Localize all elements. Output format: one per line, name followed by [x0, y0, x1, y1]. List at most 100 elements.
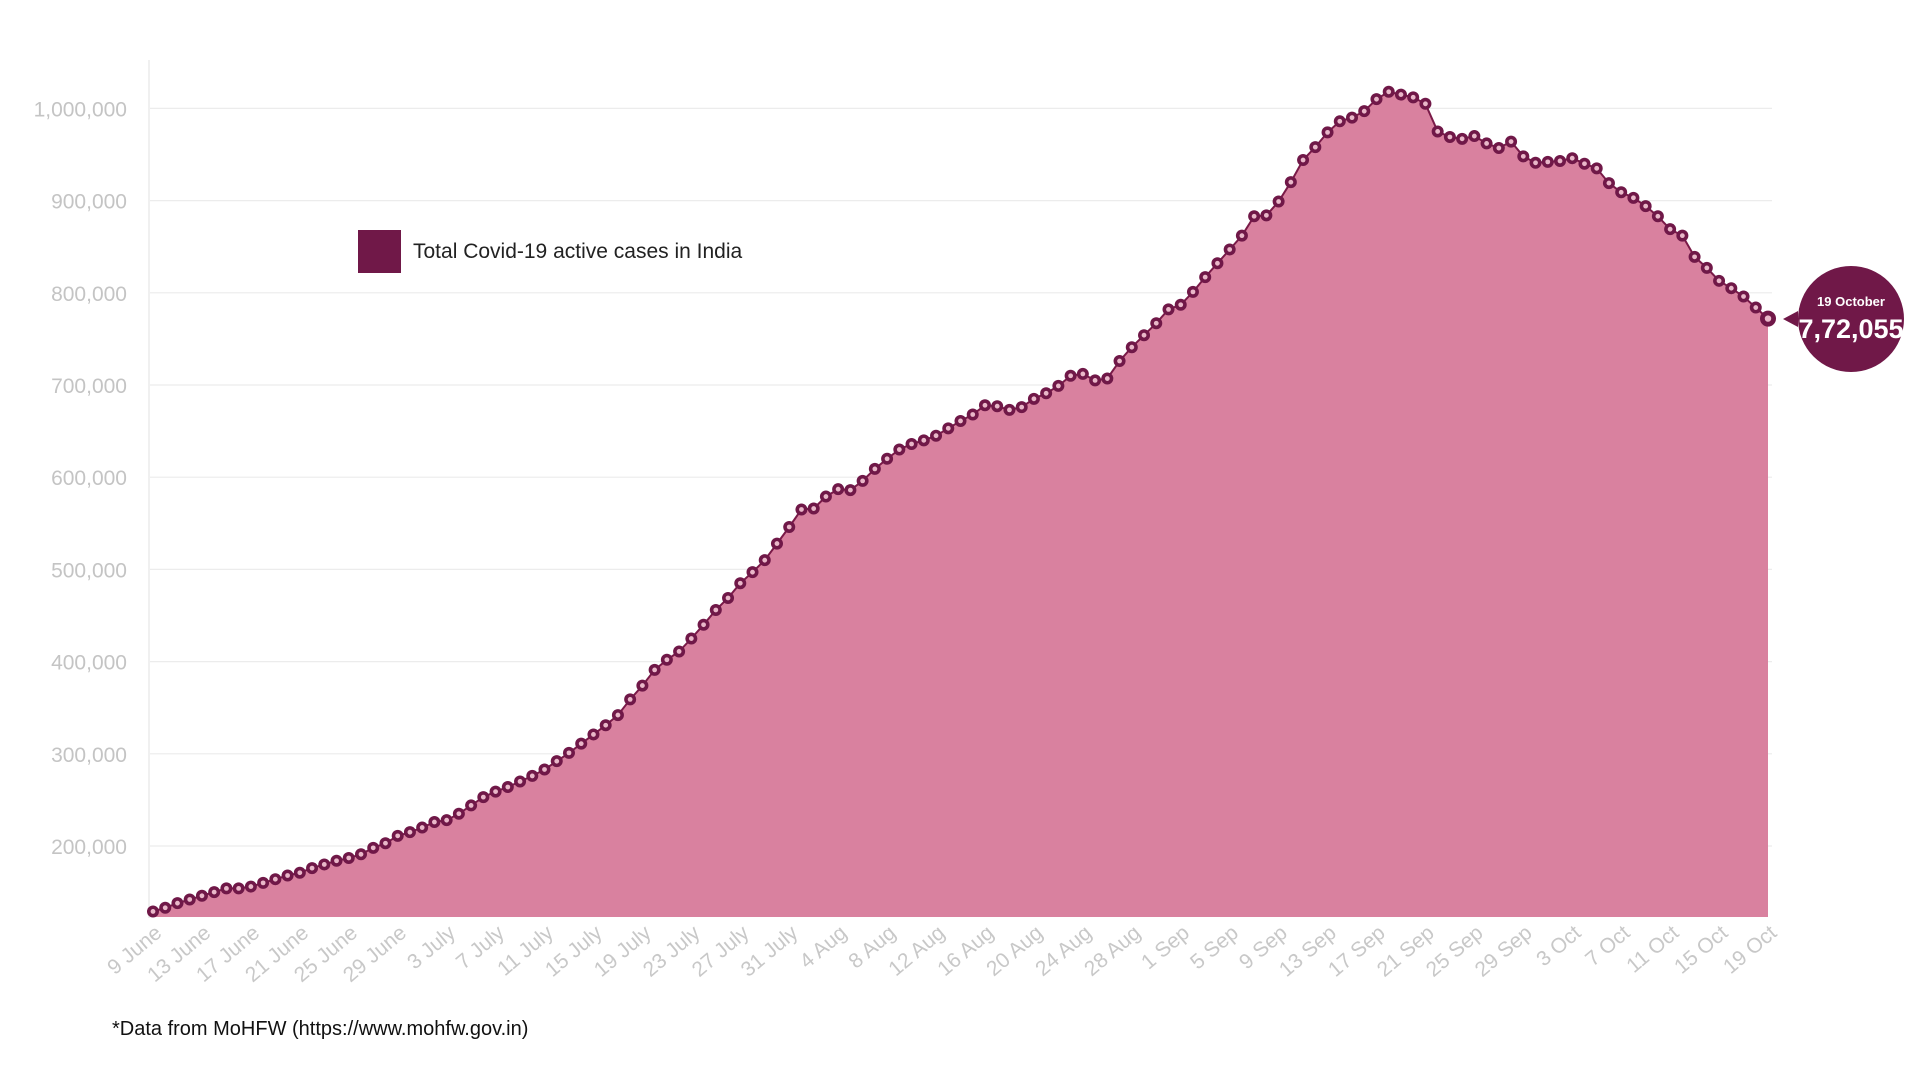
data-point	[257, 876, 270, 889]
data-point	[1358, 105, 1371, 118]
data-point	[428, 816, 441, 829]
data-point	[930, 429, 943, 442]
x-tick-label: 5 Sep	[1186, 921, 1243, 974]
data-point	[978, 399, 991, 412]
y-tick-label: 300,000	[51, 744, 127, 767]
data-point	[1737, 290, 1750, 303]
data-point	[1627, 191, 1640, 204]
data-point	[1333, 115, 1346, 128]
callout-pointer	[1783, 311, 1798, 327]
data-point	[1529, 156, 1542, 169]
data-point	[1651, 210, 1664, 223]
data-point	[244, 880, 257, 893]
data-point	[942, 422, 955, 435]
data-source-footnote: *Data from MoHFW (https://www.mohfw.gov.…	[112, 1018, 529, 1040]
data-point	[1346, 111, 1359, 124]
data-point	[477, 791, 490, 804]
data-point	[1272, 195, 1285, 208]
data-point	[538, 763, 551, 776]
data-point	[1456, 132, 1469, 145]
callout-circle	[1798, 266, 1904, 372]
data-point	[856, 474, 869, 487]
data-point	[342, 851, 355, 864]
active-cases-area	[153, 91, 1768, 918]
data-point	[232, 882, 245, 895]
last-value-callout: 19 October 7,72,055	[1783, 266, 1904, 372]
data-point	[1382, 85, 1395, 98]
data-point	[1284, 176, 1297, 189]
data-point	[1554, 154, 1567, 167]
data-point	[954, 414, 967, 427]
data-point	[905, 438, 918, 451]
data-point	[575, 737, 588, 750]
data-point	[465, 799, 478, 812]
data-point	[991, 400, 1004, 413]
y-tick-label: 800,000	[51, 283, 127, 306]
data-point	[562, 746, 575, 759]
data-point	[636, 679, 649, 692]
data-point	[1040, 387, 1053, 400]
data-point	[293, 866, 306, 879]
data-point	[208, 886, 221, 899]
y-tick-label: 700,000	[51, 375, 127, 398]
data-point	[1138, 329, 1151, 342]
data-point	[685, 632, 698, 645]
y-tick-label: 600,000	[51, 467, 127, 490]
data-point	[452, 807, 465, 820]
data-point	[1602, 177, 1615, 190]
data-point	[795, 503, 808, 516]
data-point	[1089, 374, 1102, 387]
data-point	[1125, 341, 1138, 354]
data-point	[1260, 209, 1273, 222]
data-point	[1639, 200, 1652, 213]
data-point	[1015, 401, 1028, 414]
data-point	[306, 862, 319, 875]
data-point	[844, 484, 857, 497]
y-tick-label: 900,000	[51, 191, 127, 214]
x-tick-label: 29 Sep	[1471, 921, 1537, 981]
data-point	[587, 728, 600, 741]
y-tick-label: 1,000,000	[34, 98, 127, 121]
data-point	[1248, 210, 1261, 223]
x-tick-label: 3 Oct	[1532, 921, 1585, 971]
x-tick-label: 28 Aug	[1080, 921, 1145, 981]
data-point	[489, 785, 502, 798]
data-point	[599, 719, 612, 732]
data-point	[868, 462, 881, 475]
data-point	[1566, 152, 1579, 165]
data-point	[1113, 355, 1126, 368]
x-tick-label: 3 July	[403, 921, 460, 974]
x-tick-label: 31 July	[737, 921, 803, 982]
data-point	[1027, 392, 1040, 405]
x-tick-label: 4 Aug	[795, 921, 851, 973]
data-point	[1541, 155, 1554, 168]
data-point	[1407, 91, 1420, 104]
data-point	[1492, 142, 1505, 155]
data-point	[770, 537, 783, 550]
callout-value: 7,72,055	[1798, 314, 1903, 344]
y-tick-label: 200,000	[51, 836, 127, 859]
data-point	[391, 829, 404, 842]
x-tick-label: 19 Oct	[1719, 921, 1781, 978]
data-point	[1064, 369, 1077, 382]
data-point	[1505, 135, 1518, 148]
data-point	[832, 483, 845, 496]
x-tick-label: 15 Oct	[1670, 921, 1732, 978]
y-axis-ticks: 200,000 300,000 400,000 500,000 600,000 700,0…	[34, 98, 127, 859]
data-point	[403, 826, 416, 839]
data-point	[440, 814, 453, 827]
data-point	[673, 645, 686, 658]
data-point	[1297, 154, 1310, 167]
data-point	[722, 591, 735, 604]
data-point	[611, 709, 624, 722]
data-point	[1076, 367, 1089, 380]
data-point	[526, 769, 539, 782]
data-point	[1309, 141, 1322, 154]
data-point	[1615, 186, 1628, 199]
data-point	[416, 821, 429, 834]
data-point	[758, 554, 771, 567]
data-point	[330, 854, 343, 867]
data-point	[893, 443, 906, 456]
